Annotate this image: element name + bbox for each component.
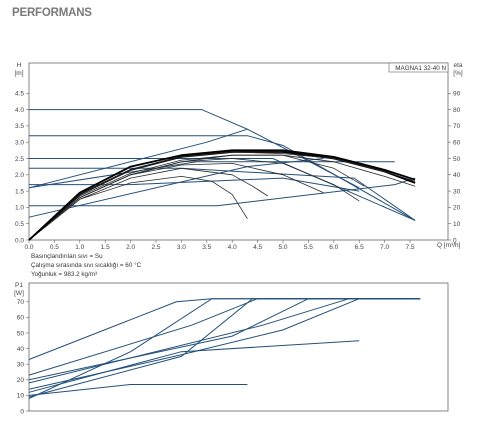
eta-y-tick-label: 30 — [453, 188, 461, 195]
eta-y-label: eta — [453, 62, 462, 69]
head-y-tick-label: 1.0 — [15, 205, 24, 212]
power-y-unit: [W] — [14, 290, 24, 297]
power-y-tick-label: 30 — [17, 362, 25, 369]
legend-box-label: MAGNA1 32-40 N — [395, 65, 446, 72]
eta-y-tick-label: 50 — [453, 156, 461, 163]
power-curve — [28, 298, 421, 398]
power-y-label: P1 — [15, 282, 23, 289]
head-y-tick-label: 4.0 — [15, 107, 24, 114]
fluid-note-density: Yoğunluk = 983.2 kg/m³ — [31, 271, 97, 278]
power-y-tick-label: 50 — [17, 330, 25, 337]
pump-curve — [29, 177, 416, 207]
eta-y-unit: [%] — [453, 70, 463, 77]
head-y-tick-label: 3.5 — [15, 123, 24, 130]
head-x-tick-label: 2.5 — [151, 244, 160, 251]
pump-curve — [29, 135, 416, 221]
head-plot-frame — [28, 62, 449, 241]
efficiency-curve — [28, 154, 365, 241]
head-x-tick-label: 6.5 — [355, 244, 364, 251]
eta-y-tick-label: 90 — [453, 91, 461, 98]
head-x-label: Q [m³/h] — [437, 242, 461, 249]
efficiency-curve — [28, 151, 416, 241]
power-curve — [28, 340, 360, 393]
power-y-tick-label: 0 — [20, 408, 24, 415]
head-x-tick-label: 4.5 — [253, 244, 262, 251]
pump-curve — [29, 158, 416, 221]
head-x-tick-label: 0.5 — [50, 244, 59, 251]
efficiency-curve — [28, 154, 416, 241]
page-heading: PERFORMANS — [12, 7, 92, 19]
head-y-unit: [m] — [14, 70, 23, 77]
head-x-tick-label: 6.0 — [329, 244, 338, 251]
head-y-tick-label: 1.5 — [15, 188, 24, 195]
head-x-tick-label: 7.0 — [380, 244, 389, 251]
head-y-tick-label: 0.5 — [15, 221, 24, 228]
power-curve — [28, 298, 421, 384]
power-y-tick-label: 40 — [17, 346, 25, 353]
power-y-tick-label: 10 — [17, 393, 25, 400]
head-x-tick-label: 7.5 — [405, 244, 414, 251]
fluid-note-medium: Basınçlandırılan sıvı = Su — [31, 253, 103, 260]
pump-curve — [29, 177, 360, 192]
fluid-note-temperature: Çalışma sırasında sıvı sıcaklığı = 60 °C — [31, 261, 142, 269]
head-x-tick-label: 3.0 — [177, 244, 186, 251]
eta-y-tick-label: 20 — [453, 205, 461, 212]
head-x-tick-label: 1.0 — [75, 244, 84, 251]
head-y-tick-label: 4.5 — [15, 91, 24, 98]
eta-y-tick-label: 60 — [453, 140, 461, 147]
head-y-tick-label: 0.0 — [15, 237, 24, 244]
head-x-tick-label: 2.0 — [126, 244, 135, 251]
head-x-tick-label: 5.5 — [304, 244, 313, 251]
efficiency-curve — [28, 149, 416, 241]
eta-y-tick-label: 10 — [453, 221, 461, 228]
eta-y-tick-label: 0 — [453, 237, 457, 244]
power-curve — [28, 298, 421, 360]
power-y-tick-label: 60 — [17, 315, 25, 322]
head-x-tick-label: 4.0 — [228, 244, 237, 251]
power-curve — [28, 384, 248, 396]
efficiency-curve — [28, 158, 360, 241]
eta-y-tick-label: 40 — [453, 172, 461, 179]
head-y-tick-label: 2.5 — [15, 156, 24, 163]
head-x-tick-label: 5.0 — [278, 244, 287, 251]
legend-box — [388, 62, 449, 73]
power-y-tick-label: 70 — [17, 299, 25, 306]
head-y-tick-label: 3.0 — [15, 140, 24, 147]
head-y-tick-label: 2.0 — [15, 172, 24, 179]
eta-y-tick-label: 80 — [453, 107, 461, 114]
eta-y-tick-label: 70 — [453, 123, 461, 130]
power-y-tick-label: 20 — [17, 377, 25, 384]
power-plot-frame — [28, 282, 449, 412]
power-curve — [28, 298, 421, 381]
pump-curve — [28, 161, 395, 189]
pump-curve — [28, 128, 248, 189]
power-curve — [28, 298, 360, 390]
head-x-tick-label: 0.0 — [24, 244, 33, 251]
head-x-tick-label: 3.5 — [202, 244, 211, 251]
head-y-label: H — [17, 62, 22, 69]
head-x-tick-label: 1.5 — [101, 244, 110, 251]
pump-curve — [28, 158, 324, 218]
efficiency-curve — [28, 167, 269, 241]
efficiency-curve — [28, 175, 248, 241]
